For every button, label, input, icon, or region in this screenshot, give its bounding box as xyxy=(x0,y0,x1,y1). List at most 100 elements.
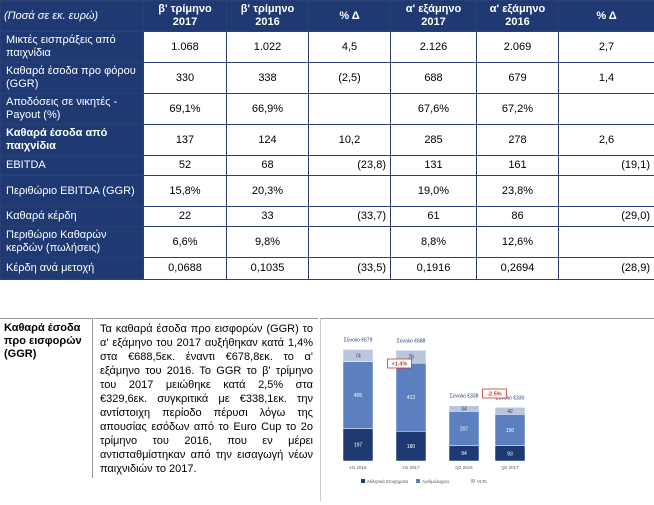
cell: 6,6% xyxy=(144,227,227,258)
legend-label: Αθλητικά Στοιχήματα xyxy=(367,478,409,484)
cell: 4,5 xyxy=(309,32,391,63)
row-label: EBITDA xyxy=(1,156,144,176)
cell: 2,6 xyxy=(559,125,654,156)
category-label: Q2 2016 xyxy=(455,465,473,470)
legend-swatch xyxy=(361,479,365,483)
cell: 66,9% xyxy=(227,94,309,125)
cell: 19,0% xyxy=(391,176,477,207)
bar-value-label: 190 xyxy=(506,428,515,434)
cell: 67,6% xyxy=(391,94,477,125)
row-label: Αποδόσεις σε νικητές - Payout (%) xyxy=(1,94,144,125)
cell: 1,4 xyxy=(559,63,654,94)
table-row: Καθαρά κέρδη 22 33 (33,7) 61 86 (29,0) xyxy=(1,207,654,227)
bar-value-label: 197 xyxy=(354,443,363,449)
cell: 1.022 xyxy=(227,32,309,63)
cell: 61 xyxy=(391,207,477,227)
cell: 22 xyxy=(144,207,227,227)
bar-value-label: 405 xyxy=(354,393,363,399)
table-row: Περιθώριο Καθαρών κερδών (πωλήσεις) 6,6%… xyxy=(1,227,654,258)
category-label: H1 2016 xyxy=(349,465,367,470)
cell: 2,7 xyxy=(559,32,654,63)
section-label: Καθαρά έσοδα προ εισφορών (GGR) xyxy=(0,318,93,478)
cell: 124 xyxy=(227,125,309,156)
cell: (33,7) xyxy=(309,207,391,227)
row-label: Καθαρά έσοδα προ φόρου (GGR) xyxy=(1,63,144,94)
cell: 1.068 xyxy=(144,32,227,63)
bar-total-label: Σύνολο €679 xyxy=(344,336,373,343)
cell: 0,0688 xyxy=(144,258,227,280)
table-header-col: α' εξάμηνο 2017 xyxy=(391,1,477,32)
cell: 131 xyxy=(391,156,477,176)
table-row: Αποδόσεις σε νικητές - Payout (%) 69,1% … xyxy=(1,94,654,125)
cell xyxy=(559,94,654,125)
row-label: Καθαρά κέρδη xyxy=(1,207,144,227)
cell: 23,8% xyxy=(477,176,559,207)
cell: (2,5) xyxy=(309,63,391,94)
legend-label: VLTs xyxy=(477,479,487,484)
cell xyxy=(559,176,654,207)
cell: 0,1035 xyxy=(227,258,309,280)
bar-total-label: Σύνολο €338 xyxy=(450,393,479,400)
cell: (23,8) xyxy=(309,156,391,176)
cell: (33,5) xyxy=(309,258,391,280)
cell xyxy=(309,176,391,207)
cell: 688 xyxy=(391,63,477,94)
table-header-row: (Ποσά σε εκ. ευρώ) β' τρίμηνο 2017 β' τρ… xyxy=(1,1,654,32)
cell: (29,0) xyxy=(559,207,654,227)
cell: 86 xyxy=(477,207,559,227)
table-header-col: β' τρίμηνο 2017 xyxy=(144,1,227,32)
row-label: Κέρδη ανά μετοχή xyxy=(1,258,144,280)
bar-value-label: 93 xyxy=(507,451,513,457)
cell: 338 xyxy=(227,63,309,94)
cell xyxy=(309,227,391,258)
cell: 20,3% xyxy=(227,176,309,207)
table-header-units: (Ποσά σε εκ. ευρώ) xyxy=(1,1,144,32)
cell: 161 xyxy=(477,156,559,176)
ggr-section: Καθαρά έσοδα προ εισφορών (GGR) Τα καθαρ… xyxy=(0,318,654,501)
cell: 9,8% xyxy=(227,227,309,258)
cell: 10,2 xyxy=(309,125,391,156)
table-row: Περιθώριο EBITDA (GGR) 15,8% 20,3% 19,0%… xyxy=(1,176,654,207)
cell: 68 xyxy=(227,156,309,176)
cell: 0,1916 xyxy=(391,258,477,280)
table-header-col: β' τρίμηνο 2016 xyxy=(227,1,309,32)
bar-value-label: 74 xyxy=(355,354,361,360)
category-label: Q2 2017 xyxy=(501,465,519,470)
bar-value-label: 34 xyxy=(461,407,467,413)
row-label: Περιθώριο EBITDA (GGR) xyxy=(1,176,144,207)
table-row: Μικτές εισπράξεις από παιχνίδια 1.068 1.… xyxy=(1,32,654,63)
cell: 330 xyxy=(144,63,227,94)
bar-value-label: 180 xyxy=(407,444,416,450)
cell: 15,8% xyxy=(144,176,227,207)
cell xyxy=(309,94,391,125)
legend-label: Αριθμολαχεία xyxy=(422,479,449,484)
row-label: Καθαρά έσοδα από παιχνίδια xyxy=(1,125,144,156)
cell: 33 xyxy=(227,207,309,227)
row-label: Μικτές εισπράξεις από παιχνίδια xyxy=(1,32,144,63)
cell: 12,6% xyxy=(477,227,559,258)
cell: (19,1) xyxy=(559,156,654,176)
table-row: Κέρδη ανά μετοχή 0,0688 0,1035 (33,5) 0,… xyxy=(1,258,654,280)
bar-value-label: 207 xyxy=(460,426,469,432)
cell: 8,8% xyxy=(391,227,477,258)
legend-swatch xyxy=(416,479,420,483)
cell: 67,2% xyxy=(477,94,559,125)
table-row: EBITDA 52 68 (23,8) 131 161 (19,1) xyxy=(1,156,654,176)
table-row: Καθαρά έσοδα από παιχνίδια 137 124 10,2 … xyxy=(1,125,654,156)
category-label: H1 2017 xyxy=(402,465,420,470)
cell: 278 xyxy=(477,125,559,156)
section-text: Τα καθαρά έσοδα προ εισφορών (GGR) το α'… xyxy=(94,318,318,478)
cell: 52 xyxy=(144,156,227,176)
cell: 2.126 xyxy=(391,32,477,63)
table-header-col: α' εξάμηνο 2016 xyxy=(477,1,559,32)
table-header-col: % Δ xyxy=(559,1,654,32)
bar-total-label: Σύνολο €688 xyxy=(397,337,426,344)
bar-value-label: 94 xyxy=(461,451,467,457)
row-label: Περιθώριο Καθαρών κερδών (πωλήσεις) xyxy=(1,227,144,258)
financial-table: (Ποσά σε εκ. ευρώ) β' τρίμηνο 2017 β' τρ… xyxy=(0,0,654,280)
bar-value-label: 42 xyxy=(507,409,513,415)
cell: 679 xyxy=(477,63,559,94)
cell xyxy=(559,227,654,258)
